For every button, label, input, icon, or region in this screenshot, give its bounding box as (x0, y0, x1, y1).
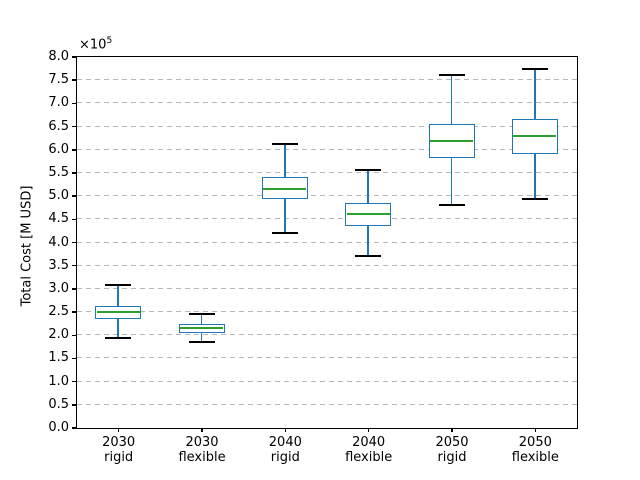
y-tick-label: 7.0 (48, 95, 69, 111)
y-tick-mark (72, 172, 77, 174)
whisker-cap-bottom (271, 231, 298, 234)
median-line (96, 311, 140, 314)
median-line (263, 188, 307, 191)
y-tick-mark (72, 195, 77, 197)
y-axis-offset-label: ×105 (79, 36, 112, 52)
y-tick-label: 2.0 (48, 327, 69, 343)
x-tick-label: 2050 flexible (511, 435, 559, 465)
gridline (76, 264, 577, 266)
y-tick-label: 5.0 (48, 188, 69, 204)
gridline (76, 102, 577, 104)
y-tick-mark (72, 404, 77, 406)
x-tick-mark (534, 428, 537, 432)
gridline (76, 79, 577, 81)
y-tick-label: 3.0 (48, 280, 69, 296)
gridline (76, 311, 577, 313)
gridline (76, 380, 577, 382)
x-tick-label: 2030 flexible (178, 435, 226, 465)
y-tick-label: 0.5 (48, 396, 69, 412)
y-tick-label: 6.0 (48, 141, 69, 157)
whisker-cap-top (521, 68, 548, 71)
gridline (76, 171, 577, 173)
y-tick-mark (72, 311, 77, 313)
y-tick-mark (72, 357, 77, 360)
y-tick-label: 6.5 (48, 118, 69, 134)
y-tick-label: 5.5 (48, 164, 69, 180)
x-tick-label: 2040 rigid (268, 435, 302, 465)
x-tick-mark (117, 428, 120, 432)
whisker-cap-top (105, 284, 132, 287)
y-tick-mark (72, 218, 77, 221)
whisker-cap-bottom (355, 255, 382, 258)
whisker-cap-bottom (188, 340, 215, 343)
x-tick-label: 2030 rigid (102, 435, 136, 465)
gridline (76, 148, 577, 150)
whisker-cap-bottom (438, 203, 465, 206)
y-tick-label: 8.0 (48, 49, 69, 64)
median-line (180, 327, 223, 330)
whisker-cap-top (271, 143, 298, 146)
y-tick-label: 7.5 (48, 72, 69, 88)
gridline (76, 357, 577, 359)
y-tick-mark (72, 288, 77, 290)
y-tick-label: 4.5 (48, 211, 69, 227)
y-tick-mark (72, 102, 77, 105)
x-tick-mark (367, 428, 370, 432)
y-tick-label: 0.0 (48, 420, 69, 435)
offset-exponent: 5 (106, 36, 113, 46)
y-tick-mark (72, 427, 77, 429)
x-tick-mark (284, 428, 287, 432)
x-tick-label: 2040 flexible (345, 435, 393, 465)
y-tick-mark (72, 56, 77, 58)
y-tick-label: 1.0 (48, 373, 69, 389)
plot-area (75, 55, 578, 429)
whisker-cap-top (355, 169, 382, 172)
y-tick-label: 2.5 (48, 304, 69, 320)
y-tick-mark (72, 264, 77, 267)
gridline (76, 334, 577, 336)
gridline (76, 287, 577, 289)
median-line (513, 135, 557, 138)
gridline (76, 403, 577, 405)
median-line (430, 139, 473, 142)
y-tick-mark (72, 241, 77, 244)
gridline (76, 195, 577, 197)
median-line (346, 213, 390, 216)
y-tick-mark (72, 334, 77, 336)
y-tick-label: 4.0 (48, 234, 69, 250)
x-tick-label: 2050 rigid (435, 435, 469, 465)
y-tick-label: 1.5 (48, 350, 69, 366)
y-tick-label: 3.5 (48, 257, 69, 273)
whisker-cap-top (188, 313, 215, 316)
x-tick-mark (451, 428, 453, 432)
y-tick-mark (72, 79, 77, 81)
whisker-cap-bottom (521, 197, 548, 200)
offset-base: ×10 (79, 37, 107, 53)
whisker-cap-bottom (105, 336, 132, 339)
gridline (76, 241, 577, 243)
y-tick-mark (72, 380, 77, 383)
gridline (76, 218, 577, 220)
y-tick-mark (72, 125, 77, 128)
y-tick-mark (72, 149, 77, 151)
gridline (76, 125, 577, 127)
x-tick-mark (201, 428, 203, 432)
whisker-cap-top (438, 74, 465, 77)
